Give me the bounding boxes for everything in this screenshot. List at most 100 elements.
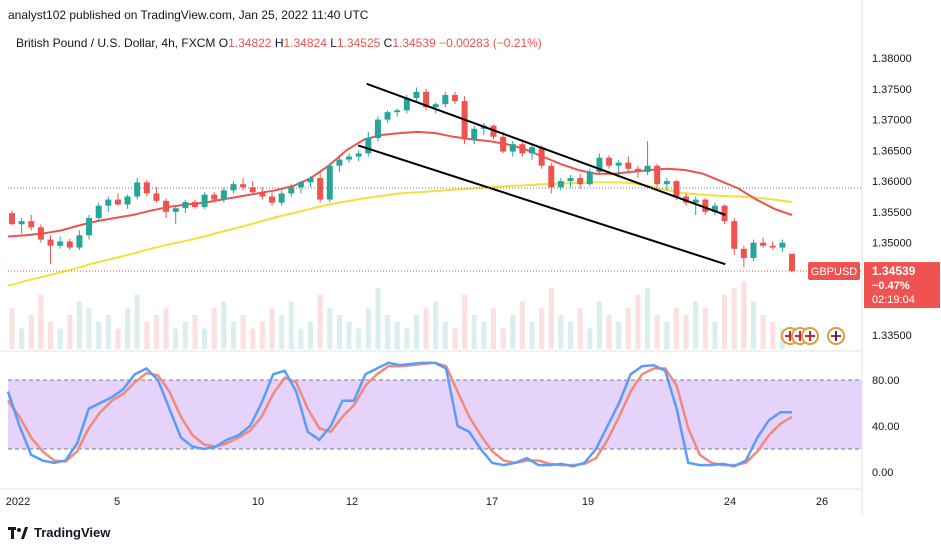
price-badge-value: 1.34539 — [872, 264, 916, 278]
volume-bar — [38, 294, 44, 349]
price-tick-label: 1.35500 — [872, 207, 912, 219]
candle-body — [702, 199, 709, 212]
candle-body — [538, 147, 545, 166]
candle-body — [249, 187, 256, 193]
volume-bar — [423, 308, 429, 349]
volume-bar — [375, 287, 381, 349]
volume-bar — [202, 328, 208, 349]
price-badge-countdown: 02:19:04 — [872, 294, 915, 306]
time-tick-label: 19 — [582, 496, 594, 508]
channel-lower-line — [357, 144, 726, 266]
volume-bar — [741, 281, 747, 349]
candle-body — [625, 162, 632, 169]
ticker-badge-bg — [808, 262, 860, 281]
candle-body — [114, 199, 121, 205]
candle-body — [182, 202, 189, 209]
volume-bar — [86, 308, 92, 349]
price-badge-change: −0.47% — [872, 280, 910, 292]
volume-bar — [568, 321, 574, 349]
volume-bar — [625, 308, 631, 349]
candle-body — [711, 205, 718, 212]
ticker-badge-label: GBPUSD — [811, 266, 858, 278]
candle-body — [124, 196, 131, 205]
candle-body — [567, 178, 574, 182]
price-tick-label: 1.38000 — [872, 53, 912, 65]
price-badge-bg — [864, 262, 940, 309]
candle-body — [153, 193, 160, 201]
candle-body — [673, 181, 680, 197]
volume-bar — [96, 321, 102, 349]
volume-bar — [250, 328, 256, 349]
volume-bar — [596, 301, 602, 349]
time-tick-label: 26 — [816, 496, 828, 508]
candle-body — [606, 157, 613, 166]
candle-body — [654, 165, 661, 185]
tradingview-footer: TradingView — [8, 525, 110, 540]
candle-body — [471, 128, 478, 140]
channel-upper-line — [366, 82, 726, 216]
candle-body — [220, 190, 227, 200]
volume-bar — [308, 321, 314, 349]
candle-body — [634, 168, 641, 172]
volume-bar — [221, 301, 227, 349]
volume-bar — [654, 315, 660, 349]
change-value: −0.00283 (−0.21%) — [439, 36, 542, 50]
volume-bar — [452, 328, 458, 349]
volume-bar — [230, 321, 236, 349]
time-tick-label: 10 — [252, 496, 264, 508]
candle-body — [240, 184, 247, 188]
volume-bar — [750, 301, 756, 349]
volume-bar — [211, 308, 217, 349]
volume-bar — [722, 294, 728, 349]
open-value: 1.34822 — [228, 36, 272, 50]
stoch-tick-label: 0.00 — [872, 467, 893, 479]
candle-body — [201, 194, 208, 207]
volume-bar — [490, 308, 496, 349]
ma-fast-line — [7, 130, 793, 238]
volume-bar — [356, 328, 362, 349]
candle-body — [692, 199, 699, 203]
volume-bar — [144, 321, 150, 349]
volume-bar — [558, 315, 564, 349]
low-label: L — [330, 36, 337, 50]
volume-bar — [529, 321, 535, 349]
close-label: C — [383, 36, 393, 50]
volume-bar — [192, 315, 198, 349]
candle-body — [230, 184, 237, 191]
candle-body — [721, 205, 728, 222]
volume-bar — [462, 294, 468, 349]
volume-bar — [57, 328, 63, 349]
volume-bar — [712, 321, 718, 349]
volume-bar — [269, 308, 275, 349]
candle-body — [374, 119, 381, 139]
time-tick-label: 5 — [114, 496, 120, 508]
candle-body — [548, 165, 555, 188]
candle-body — [519, 144, 526, 154]
candle-body — [769, 245, 776, 248]
volume-bar — [125, 308, 131, 349]
close-value: 1.34539 — [392, 36, 436, 50]
volume-bar — [259, 321, 265, 349]
high-label: H — [274, 36, 284, 50]
candle-body — [95, 205, 102, 219]
candle-body — [394, 110, 401, 113]
volume-bar — [606, 315, 612, 349]
candle-body — [615, 162, 622, 166]
candle-body — [307, 178, 314, 183]
volume-bar — [153, 315, 159, 349]
candle-body — [269, 196, 275, 203]
candle-body — [105, 199, 112, 206]
candle-body — [557, 181, 564, 188]
price-tick-label: 1.37500 — [872, 84, 912, 96]
candle-body — [384, 112, 391, 120]
candle-body — [423, 91, 430, 108]
volume-bar — [134, 294, 140, 349]
price-tick-label: 1.33500 — [872, 330, 912, 342]
volume-bar — [519, 301, 525, 349]
volume-bar — [577, 308, 583, 349]
candle-body — [86, 218, 93, 236]
tradingview-logo-icon — [8, 526, 28, 539]
volume-bar — [115, 328, 121, 349]
candle-body — [278, 193, 285, 203]
